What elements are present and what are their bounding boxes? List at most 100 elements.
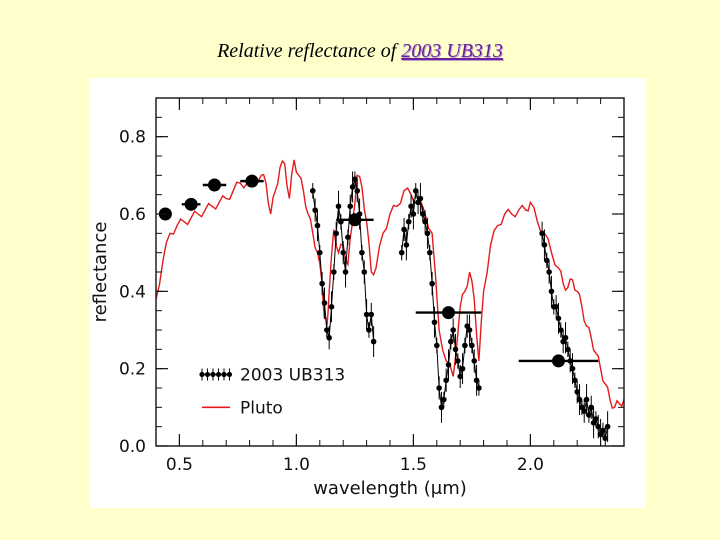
legend-ub313-marker [226, 371, 233, 378]
ub313-spectrum-point [436, 385, 442, 391]
ub313-spectrum-point [457, 373, 464, 380]
ub313-spectrum-point [349, 184, 356, 190]
ub313-spectrum-point [345, 234, 351, 240]
ub313-spectrum-point [401, 226, 407, 233]
ub313-spectrum-point [403, 242, 410, 248]
ub313-spectrum-point [408, 203, 414, 210]
ub313-spectrum-point [314, 222, 321, 229]
ub313-spectrum-point [326, 334, 332, 341]
reflectance-chart: 0.5 1.0 1.5 2.0 0.0 0.2 0.4 0.6 0.8 wavelength (μ… [90, 78, 646, 508]
ub313-spectrum-point [331, 269, 337, 275]
ub313-spectrum-point [417, 195, 424, 202]
ub313-spectrum-point [574, 389, 580, 395]
ub313-spectrum-point [410, 211, 417, 217]
ub313-spectrum-point [405, 218, 412, 225]
legend-ub313-marker [221, 371, 227, 378]
ub313-spectrum-point [342, 269, 349, 275]
title-prefix: Relative reflectance of [217, 40, 402, 62]
ub313-spectrum-point [445, 362, 452, 368]
ub313-spectrum-point [548, 288, 555, 295]
ub313-spectrum-point [459, 365, 466, 372]
chart-svg: 0.5 1.0 1.5 2.0 0.0 0.2 0.4 0.6 0.8 wavelength (μ… [90, 97, 625, 499]
ub313-spectrum-point [558, 327, 564, 333]
legend-ub313-marker [199, 371, 205, 378]
legend-ub313-label: 2003 UB313 [240, 365, 345, 385]
ub313-spectrum-point [539, 230, 545, 237]
ub313-spectrum-point [546, 269, 552, 275]
ub313-spectrum-point [450, 327, 456, 333]
ub313-spectrum-point [333, 230, 339, 237]
legend-ub313-marker [210, 371, 216, 378]
legend-ub313-marker [204, 371, 211, 378]
ub313-photometry-point [245, 174, 259, 188]
ub313-spectrum-point [543, 257, 550, 264]
y-tick-label: 0.8 [119, 128, 146, 148]
ub313-spectrum-point [462, 342, 468, 349]
ub313-spectrum-point [431, 319, 438, 326]
ub313-spectrum-point [317, 249, 323, 256]
ub313-photometry-point [208, 178, 221, 192]
ub313-spectrum-point [466, 327, 473, 333]
ub313-spectrum-point [426, 249, 433, 256]
ub313-spectrum-point [572, 377, 578, 384]
ub313-spectrum-point [604, 423, 611, 430]
ub313-spectrum-point [434, 342, 440, 349]
ub313-spectrum-point [424, 230, 431, 237]
ub313-spectrum-point [602, 435, 609, 442]
ub313-spectrum-point [412, 188, 419, 194]
slide-title: Relative reflectance of 2003 UB313 [0, 40, 720, 63]
ub313-spectrum-point [565, 346, 571, 353]
ub313-spectrum-point [354, 188, 361, 194]
ub313-spectrum-point [595, 423, 602, 430]
ub313-spectrum-point [366, 327, 372, 333]
ub313-spectrum-point [443, 377, 449, 384]
ub313-spectrum-point [469, 342, 475, 349]
ub313-spectrum-point [347, 203, 354, 210]
ub313-spectrum-point [328, 304, 335, 310]
ub313-spectrum-point [335, 203, 342, 210]
ub313-spectrum-line [401, 190, 480, 408]
ub313-spectrum-point [553, 304, 559, 310]
ub313-spectrum-point [593, 416, 599, 422]
plot-frame [155, 97, 625, 447]
ub313-spectrum-line [541, 233, 609, 439]
ub313-spectrum-point [541, 242, 548, 248]
ub313-spectrum-point [352, 176, 358, 182]
ub313-spectrum-point [370, 338, 377, 345]
ub313-spectrum-point [398, 249, 405, 256]
ub313-spectrum-point [363, 311, 370, 318]
title-object-link[interactable]: 2003 UB313 [401, 40, 503, 62]
ub313-spectrum-point [555, 315, 562, 322]
ub313-spectrum-point [600, 427, 606, 434]
ub313-spectrum-point [312, 207, 318, 213]
ub313-photometry-point [184, 197, 198, 211]
ub313-spectrum-point [586, 412, 592, 418]
x-tick-label: 1.5 [400, 455, 427, 475]
ub313-spectrum-point [429, 280, 435, 287]
ub313-spectrum-point [321, 300, 328, 306]
ub313-spectrum-point [419, 211, 426, 217]
ub313-spectrum-point [452, 346, 459, 353]
ub313-photometry-point [442, 306, 455, 320]
ub313-spectrum-point [569, 365, 576, 372]
ub313-spectrum-point [562, 334, 569, 341]
ub313-spectrum-point [588, 404, 595, 411]
legend-pluto-label: Pluto [240, 398, 283, 418]
ub313-spectrum-point [441, 396, 447, 403]
ub313-spectrum-point [455, 358, 461, 364]
x-tick-label: 1.0 [283, 455, 310, 475]
x-tick-label: 2.0 [517, 455, 544, 475]
ub313-spectrum-point [581, 408, 588, 415]
ub313-spectrum-point [476, 385, 482, 391]
ub313-spectrum-point [368, 311, 375, 318]
x-tick-label: 0.5 [166, 455, 193, 475]
x-axis-label: wavelength (μm) [313, 478, 467, 499]
ub313-spectrum-point [576, 396, 583, 403]
ub313-spectrum-point [438, 404, 445, 411]
ub313-spectrum-point [422, 218, 428, 225]
y-tick-label: 0.4 [119, 282, 146, 302]
y-axis-label: reflectance [90, 222, 111, 323]
ub313-spectrum-point [473, 377, 480, 384]
ub313-spectrum-point [309, 188, 316, 194]
ub313-photometry-point [551, 354, 565, 368]
